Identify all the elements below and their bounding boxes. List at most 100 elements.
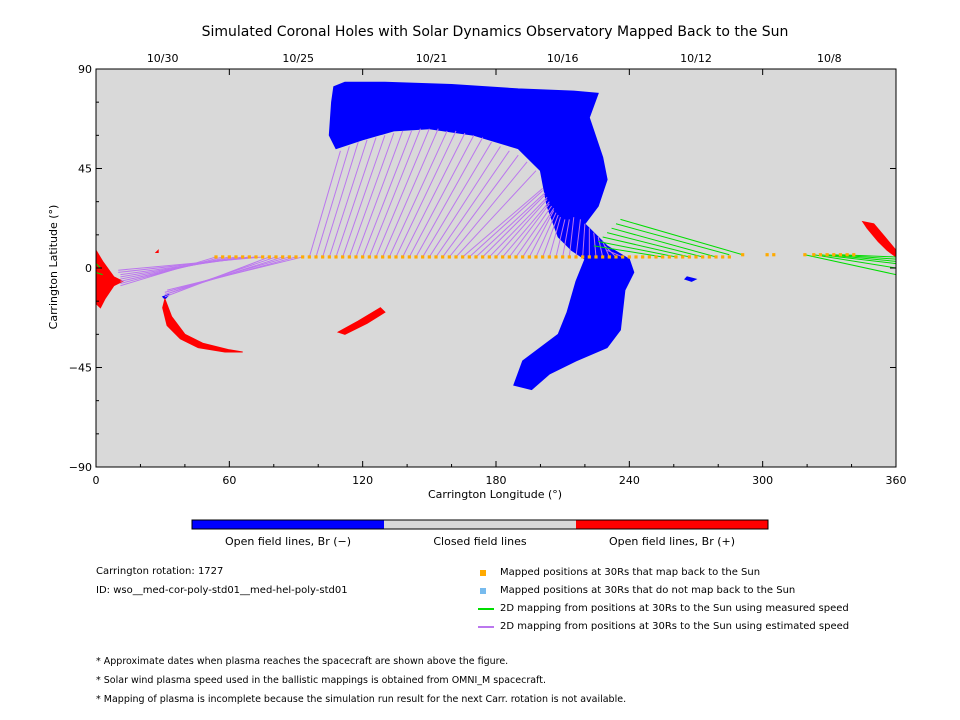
colorbar-segment [192, 520, 384, 529]
mapped-position-point [594, 255, 598, 259]
estimated-mapping-line [335, 137, 377, 258]
line-marker-icon [478, 608, 494, 610]
colorbar-frame [191, 519, 769, 530]
legend-label: Mapped positions at 30Rs that do not map… [500, 585, 796, 596]
mapped-position-point [661, 255, 665, 259]
mapped-position-point [812, 253, 816, 257]
measured-mapping-line [620, 218, 743, 256]
mapped-position-point [374, 255, 378, 259]
mapped-position-point [321, 255, 325, 259]
estimated-mapping-line [593, 232, 597, 257]
y-axis-label: Carrington Latitude (°) [47, 205, 60, 330]
estimated-mapping-line [368, 128, 421, 258]
carrington-rotation-text: Carrington rotation: 1727 [96, 566, 224, 577]
estimated-mapping-line [455, 170, 537, 258]
mapped-position-point [674, 255, 678, 259]
legend-label: 2D mapping from positions at 30Rs to the… [500, 603, 849, 614]
estimated-mapping-line [488, 196, 548, 258]
x-tick-label: 0 [93, 474, 100, 487]
x-tick-label: 60 [222, 474, 236, 487]
mapped-position-point [314, 255, 318, 259]
mapped-position-point [681, 255, 685, 259]
mapped-position-point [687, 255, 691, 259]
colorbar-label: Open field lines, Br (−) [225, 535, 351, 548]
measured-mapping-line [598, 240, 677, 258]
mapped-position-point [647, 255, 651, 259]
mapped-position-point [467, 255, 471, 259]
mapped-position-point [614, 255, 618, 259]
mapped-position-point [227, 255, 231, 259]
estimated-mapping-line [548, 217, 561, 258]
mapped-position-point [507, 255, 511, 259]
footnote-incomplete: * Mapping of plasma is incomplete becaus… [96, 694, 627, 705]
mapped-position-point [714, 255, 718, 259]
mapped-position-point [387, 255, 391, 259]
mapped-position-point [621, 255, 625, 259]
mapped-position-point [261, 255, 265, 259]
mapped-position-point [514, 255, 518, 259]
coronal-hole-positive-4 [162, 297, 243, 353]
estimated-mapping-line [308, 150, 341, 258]
mapped-position-point [521, 255, 525, 259]
line-marker-icon [478, 626, 494, 628]
mapped-position-point [407, 255, 411, 259]
mapped-position-point [803, 253, 807, 257]
mapped-position-point [487, 255, 491, 259]
mapped-position-point [354, 255, 358, 259]
mapped-position-point [441, 255, 445, 259]
estimated-mapping-line [602, 241, 610, 258]
mapped-position-point [607, 255, 611, 259]
estimated-mapping-line [382, 128, 439, 258]
square-marker-icon [480, 588, 486, 594]
estimated-mapping-line [468, 190, 544, 258]
mapped-position-point [818, 253, 823, 257]
mapped-position-point [281, 255, 285, 259]
y-tick-label: 45 [78, 163, 92, 176]
mapped-position-point [765, 253, 769, 257]
mapped-position-point [721, 255, 725, 259]
estimated-mapping-line [568, 217, 575, 257]
x-tick-label: 360 [886, 474, 907, 487]
estimated-mapping-line [502, 201, 550, 258]
estimated-mapping-line [562, 219, 570, 258]
legend-label: Mapped positions at 30Rs that map back t… [500, 567, 761, 578]
estimated-mapping-line [120, 256, 237, 280]
estimated-mapping-line [315, 146, 350, 258]
mapped-position-point [254, 255, 258, 259]
x-tick-label: 120 [352, 474, 373, 487]
x-tick-label: 180 [486, 474, 507, 487]
mapped-position-point [701, 255, 705, 259]
x-tick-label: 300 [752, 474, 773, 487]
estimated-mapping-line [495, 199, 548, 258]
coronal-hole-positive-5 [336, 307, 386, 335]
mapped-position-point [772, 253, 776, 257]
mapped-position-point [294, 255, 298, 259]
mapped-position-point [234, 255, 238, 259]
mapped-position-point [832, 253, 836, 257]
estimated-mapping-line [462, 188, 543, 258]
estimated-mapping-line [555, 219, 566, 258]
estimated-mapping-line [582, 223, 586, 257]
y-tick-label: −90 [69, 461, 92, 474]
estimated-mapping-line [422, 141, 492, 258]
mapped-position-point [547, 255, 551, 259]
mapped-position-point [741, 253, 745, 257]
footnote-dates: * Approximate dates when plasma reaches … [96, 656, 509, 667]
mapped-position-point [641, 255, 645, 259]
mapped-position-point [394, 255, 398, 259]
measured-mapping-line [813, 254, 896, 269]
legend-label: 2D mapping from positions at 30Rs to the… [500, 621, 850, 632]
mapped-position-point [707, 255, 711, 259]
estimated-mapping-line [428, 146, 501, 258]
mapped-position-point [381, 255, 385, 259]
mapped-position-point [247, 255, 251, 259]
estimated-mapping-line [542, 214, 559, 258]
mapped-position-point [287, 255, 291, 259]
mapped-position-point [421, 255, 425, 259]
mapped-position-point [361, 255, 365, 259]
mapped-position-point [501, 255, 505, 259]
estimated-mapping-line [475, 192, 546, 258]
estimated-mapping-line [355, 130, 404, 258]
date-tick-label: 10/25 [282, 52, 314, 65]
